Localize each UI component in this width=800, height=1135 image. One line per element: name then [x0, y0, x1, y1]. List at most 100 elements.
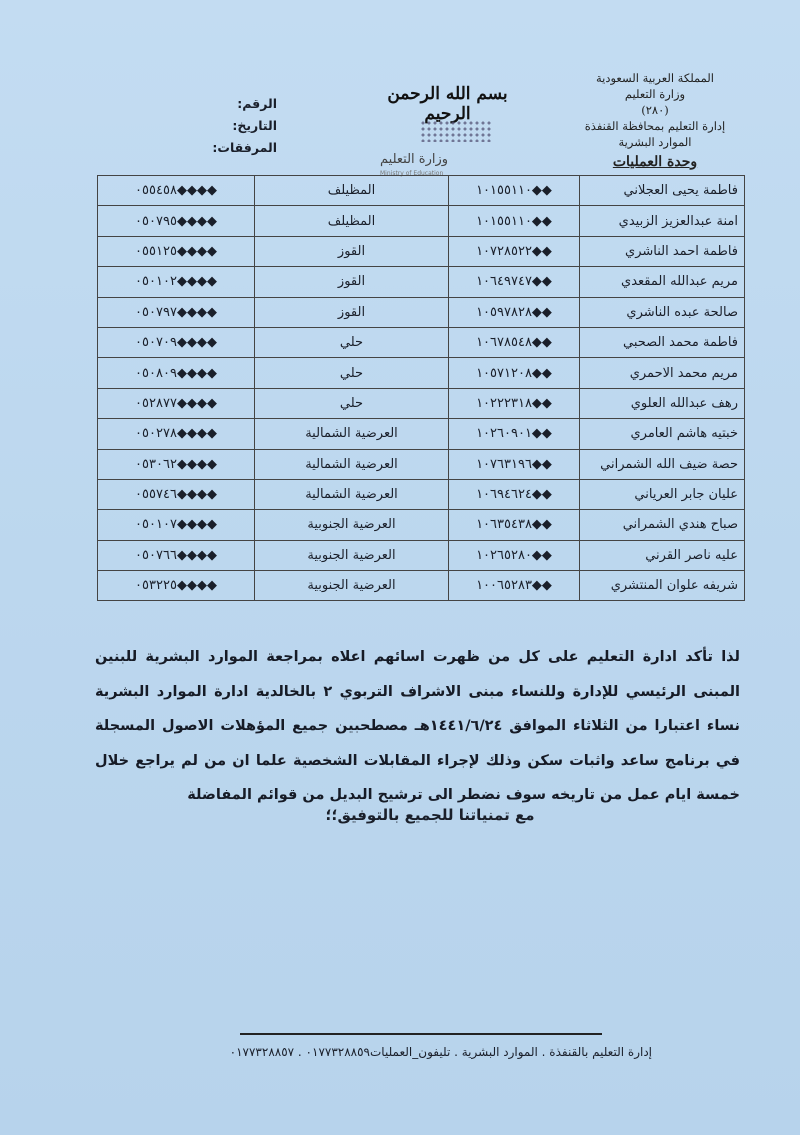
phone-cell: ٠٥٠٧٦٦◆◆◆◆: [97, 539, 255, 572]
area-cell-text: المظيلف: [327, 183, 376, 199]
table-row: عليه ناصر القرني ١٠٢٦٥٢٨٠◆◆ العرضية الجنوب…: [97, 539, 745, 572]
phone-cell: ٠٥٥١٢٥◆◆◆◆: [97, 235, 255, 268]
id-cell: ١٠٦٧٨٥٤٨◆◆: [448, 326, 580, 359]
table-row: فاطمة يحيى العجلاني ١٠١٥٥١١٠◆◆ المظيلف ٠٥٥٤…: [97, 174, 745, 207]
area-cell: العرضية الجنوبية: [254, 539, 449, 572]
id-cell-text: ١٠١٥٥١١٠◆◆: [476, 213, 552, 229]
area-cell-text: القوز: [337, 243, 366, 259]
table-row: حصة ضيف الله الشمراني ١٠٧٦٣١٩٦◆◆ العرضية ا…: [97, 448, 745, 480]
name-cell-text: صباح هندي الشمراني: [622, 517, 738, 533]
unit-title: وحدة العمليات: [612, 154, 698, 170]
area-cell-text: العرضية الشمالية: [305, 487, 398, 503]
phone-cell-text: ٠٥٥٧٤٦◆◆◆◆: [135, 487, 217, 503]
phone-cell-text: ٠٥٣٠٦٢◆◆◆◆: [135, 456, 217, 472]
phone-cell-text: ٠٥٠٢٧٨◆◆◆◆: [135, 426, 217, 442]
name-cell: مريم عبدالله المقعدي: [579, 266, 745, 298]
area-cell: القوز: [254, 235, 449, 268]
id-cell: ١٠٠٦٥٢٨٣◆◆: [448, 570, 580, 602]
id-cell-text: ١٠٥٩٧٨٢٨◆◆: [476, 304, 552, 320]
area-cell-text: العرضية الشمالية: [305, 426, 398, 442]
area-cell: العرضية الشمالية: [254, 478, 449, 511]
id-cell-text: ١٠٠٦٥٢٨٣◆◆: [476, 578, 552, 594]
phone-cell: ٠٥٠٧٠٩◆◆◆◆: [97, 326, 255, 359]
phone-cell: ٠٥٥٧٤٦◆◆◆◆: [97, 478, 255, 511]
area-cell: حلي: [254, 326, 449, 359]
closing-line: مع تمنياتنا للجميع بالتوفيق؛؛: [325, 806, 535, 824]
name-cell-text: مريم عبدالله المقعدي: [621, 274, 738, 290]
area-cell: القوز: [254, 296, 449, 328]
name-cell-text: عليه ناصر القرني: [645, 547, 738, 563]
name-cell: فاطمة احمد الناشري: [579, 235, 745, 268]
name-cell: امنة عبدالعزيز الزبيدي: [579, 205, 745, 237]
phone-cell: ٠٥٠٢٧٨◆◆◆◆: [97, 418, 255, 450]
area-cell: القوز: [254, 266, 449, 298]
id-cell: ١٠٧٦٣١٩٦◆◆: [448, 448, 580, 480]
area-cell-text: حلي: [339, 395, 364, 411]
phone-cell: ٠٥٣٠٦٢◆◆◆◆: [97, 448, 255, 480]
area-cell: العرضية الجنوبية: [254, 570, 449, 602]
name-cell-text: شريفه علوان المنتشري: [610, 578, 738, 594]
id-cell-text: ١٠٦٤٩٧٤٧◆◆: [476, 274, 552, 290]
table-row: فاطمة احمد الناشري ١٠٧٢٨٥٢٢◆◆ القوز ٠٥٥١٢٥◆…: [97, 235, 745, 268]
name-cell: فاطمة يحيى العجلاني: [579, 174, 745, 207]
notice-paragraph: لذا تأكد ادارة التعليم على كل من ظهرت اس…: [95, 649, 740, 804]
phone-cell-text: ٠٥٠١٠٧◆◆◆◆: [135, 517, 217, 533]
table-row: عليان جابر العرياني ١٠٦٩٤٦٢٤◆◆ العرضية الش…: [97, 478, 745, 511]
area-cell-text: المظيلف: [327, 213, 376, 229]
id-cell: ١٠٥٩٧٨٢٨◆◆: [448, 296, 580, 328]
area-cell: المظيلف: [254, 174, 449, 207]
id-cell-text: ١٠٢٢٢٣١٨◆◆: [476, 395, 552, 411]
area-cell-text: حلي: [339, 365, 364, 381]
id-cell-text: ١٠٥٧١٢٠٨◆◆: [476, 365, 552, 381]
ministry-logo: وزارة التعليم Ministry of Education: [375, 118, 495, 177]
id-cell: ١٠٢٦٠٩٠١◆◆: [448, 418, 580, 450]
name-cell-text: فاطمة احمد الناشري: [625, 243, 738, 259]
letterhead-line: وزارة التعليم: [624, 87, 686, 101]
name-cell: صالحة عبده الناشري: [579, 296, 745, 328]
name-cell: حصة ضيف الله الشمراني: [579, 448, 745, 480]
id-cell: ١٠٦٤٩٧٤٧◆◆: [448, 266, 580, 298]
id-cell: ١٠٦٩٤٦٢٤◆◆: [448, 478, 580, 511]
name-cell: عليه ناصر القرني: [579, 539, 745, 572]
reference-labels: الرقم: التاريخ: المرفقات:: [195, 93, 277, 159]
id-cell: ١٠٥٧١٢٠٨◆◆: [448, 357, 580, 389]
name-cell-text: امنة عبدالعزيز الزبيدي: [618, 213, 738, 229]
area-cell-text: العرضية الجنوبية: [307, 578, 396, 594]
name-cell: فاطمة محمد الصحبي: [579, 326, 745, 359]
area-cell: حلي: [254, 357, 449, 389]
letterhead-line: المملكة العربية السعودية: [596, 71, 714, 85]
table-row: امنة عبدالعزيز الزبيدي ١٠١٥٥١١٠◆◆ المظيلف ٠…: [97, 205, 745, 237]
id-cell-text: ١٠٧٦٣١٩٦◆◆: [476, 456, 552, 472]
area-cell-text: القوز: [337, 274, 366, 290]
area-cell: المظيلف: [254, 205, 449, 237]
name-cell: خبتيه هاشم العامري: [579, 418, 745, 450]
attachments-label: المرفقات:: [212, 140, 277, 155]
footer-contact: إدارة التعليم بالقنفذة . الموارد البشرية…: [229, 1045, 652, 1059]
area-cell: حلي: [254, 387, 449, 420]
area-cell-text: القوز: [337, 304, 366, 320]
phone-cell: ٠٥٠٧٩٥◆◆◆◆: [97, 205, 255, 237]
table-row: فاطمة محمد الصحبي ١٠٦٧٨٥٤٨◆◆ حلي ٠٥٠٧٠٩◆◆◆◆: [97, 326, 745, 359]
basmala-calligraphy: بسم الله الرحمن الرحيم: [387, 84, 508, 124]
phone-cell: ٠٥٠٧٩٧◆◆◆◆: [97, 296, 255, 328]
phone-cell: ٠٥٢٨٧٧◆◆◆◆: [97, 387, 255, 420]
name-cell: عليان جابر العرياني: [579, 478, 745, 511]
phone-cell-text: ٠٥٥١٢٥◆◆◆◆: [135, 243, 217, 259]
table-row: مريم محمد الاحمري ١٠٥٧١٢٠٨◆◆ حلي ٠٥٠٨٠٩◆◆◆◆: [97, 357, 745, 389]
id-cell: ١٠٢٦٥٢٨٠◆◆: [448, 539, 580, 572]
id-cell: ١٠٦٣٥٤٣٨◆◆: [448, 509, 580, 541]
name-cell-text: فاطمة محمد الصحبي: [623, 335, 738, 351]
phone-cell-text: ٠٥٥٤٥٨◆◆◆◆: [135, 183, 217, 199]
phone-cell: ٠٥٠١٠٧◆◆◆◆: [97, 509, 255, 541]
area-cell: العرضية الجنوبية: [254, 509, 449, 541]
phone-cell-text: ٠٥٠١٠٢◆◆◆◆: [135, 274, 217, 290]
area-cell-text: العرضية الجنوبية: [307, 517, 396, 533]
name-cell-text: حصة ضيف الله الشمراني: [600, 456, 738, 472]
phone-cell-text: ٠٥٣٢٢٥◆◆◆◆: [135, 578, 217, 594]
phone-cell: ٠٥٠٨٠٩◆◆◆◆: [97, 357, 255, 389]
id-cell: ١٠١٥٥١١٠◆◆: [448, 205, 580, 237]
table-row: مريم عبدالله المقعدي ١٠٦٤٩٧٤٧◆◆ القوز ٠٥٠١٠…: [97, 266, 745, 298]
table-row: خبتيه هاشم العامري ١٠٢٦٠٩٠١◆◆ العرضية الشم…: [97, 418, 745, 450]
id-cell-text: ١٠٧٢٨٥٢٢◆◆: [476, 243, 552, 259]
area-cell-text: حلي: [339, 335, 364, 351]
